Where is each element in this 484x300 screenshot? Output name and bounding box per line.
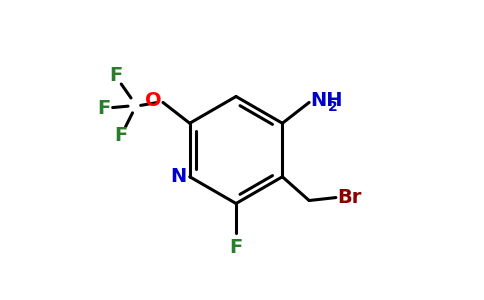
Text: F: F [115, 126, 128, 145]
Text: F: F [109, 66, 122, 85]
Text: Br: Br [337, 188, 362, 207]
Text: F: F [97, 99, 110, 118]
Text: 2: 2 [328, 100, 338, 114]
Text: F: F [229, 238, 242, 257]
Text: O: O [145, 92, 162, 110]
Text: N: N [170, 167, 187, 186]
Text: NH: NH [311, 92, 343, 110]
